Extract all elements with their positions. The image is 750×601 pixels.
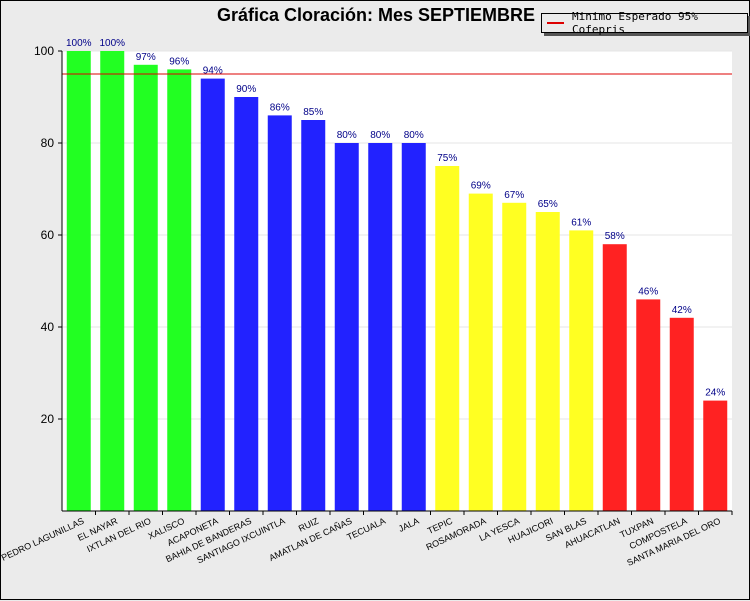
bar bbox=[100, 51, 125, 511]
bar bbox=[569, 230, 594, 511]
bar bbox=[636, 299, 661, 511]
x-tick-label: TECUALA bbox=[345, 516, 387, 543]
data-label: 46% bbox=[638, 286, 658, 297]
bar bbox=[66, 51, 91, 511]
data-label: 24% bbox=[705, 388, 725, 399]
bar bbox=[234, 97, 259, 511]
x-tick-label: JALA bbox=[397, 516, 421, 534]
data-label: 97% bbox=[136, 52, 156, 63]
legend-label: Minimo Esperado 95% Cofepris bbox=[571, 10, 698, 36]
bar bbox=[602, 244, 627, 511]
data-label: 80% bbox=[370, 130, 390, 141]
bar bbox=[535, 212, 560, 511]
y-tick-label: 60 bbox=[41, 228, 55, 242]
data-label: 75% bbox=[437, 153, 457, 164]
y-tick-label: 100 bbox=[34, 44, 54, 58]
y-tick-label: 80 bbox=[41, 136, 55, 150]
legend: Minimo Esperado 95% Cofepris bbox=[541, 10, 748, 36]
bar bbox=[435, 166, 460, 511]
data-label: 100% bbox=[99, 38, 125, 49]
data-label: 100% bbox=[66, 38, 92, 49]
bar bbox=[703, 400, 728, 511]
data-label: 94% bbox=[203, 66, 223, 77]
data-label: 86% bbox=[270, 102, 290, 113]
bar bbox=[301, 120, 326, 511]
bar bbox=[133, 64, 158, 512]
bar bbox=[200, 78, 225, 511]
data-label: 42% bbox=[672, 305, 692, 316]
bar bbox=[468, 193, 493, 511]
data-label: 96% bbox=[169, 56, 189, 67]
bar bbox=[167, 69, 192, 512]
x-tick-label: SAN PEDRO LAGUNILLAS bbox=[1, 516, 86, 572]
data-label: 61% bbox=[571, 217, 591, 228]
bar bbox=[669, 317, 694, 511]
legend-swatch-reference-line bbox=[547, 22, 564, 24]
data-label: 69% bbox=[471, 181, 491, 192]
data-label: 85% bbox=[303, 107, 323, 118]
bar bbox=[334, 143, 359, 511]
data-label: 80% bbox=[404, 130, 424, 141]
chart-title: Gráfica Cloración: Mes SEPTIEMBRE bbox=[216, 5, 536, 25]
bar bbox=[502, 202, 527, 512]
bar bbox=[401, 143, 426, 511]
y-tick-label: 20 bbox=[41, 412, 55, 426]
bar bbox=[267, 115, 292, 512]
data-label: 67% bbox=[504, 190, 524, 201]
data-label: 90% bbox=[236, 84, 256, 95]
data-label: 58% bbox=[605, 231, 625, 242]
bar bbox=[368, 143, 393, 511]
data-label: 65% bbox=[538, 199, 558, 210]
plot-area bbox=[62, 51, 732, 511]
data-label: 80% bbox=[337, 130, 357, 141]
y-tick-label: 40 bbox=[41, 320, 55, 334]
